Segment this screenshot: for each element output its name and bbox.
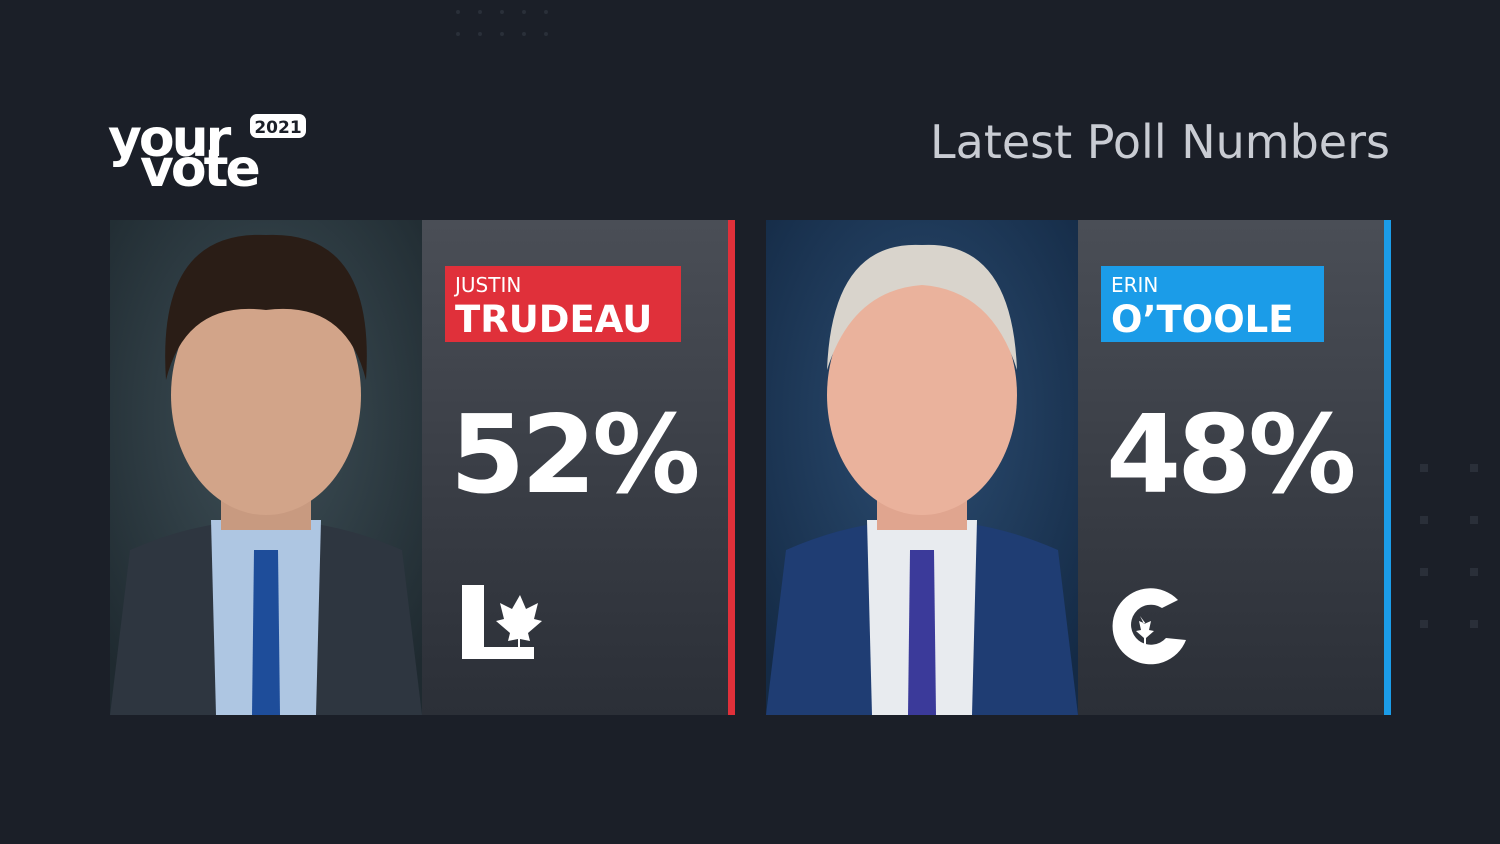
logo-badge: [250, 114, 306, 138]
logo-your: your: [108, 109, 232, 169]
logo: your vote 2021: [108, 109, 306, 199]
party-logo: [1112, 588, 1186, 665]
accent-bar: [728, 220, 735, 715]
last-name: TRUDEAU: [455, 298, 652, 341]
first-name: ERIN: [1111, 273, 1158, 297]
decor-dots: [456, 10, 1478, 628]
logo-vote: vote: [140, 139, 258, 199]
party-logo: [462, 585, 534, 659]
percent: 52%: [450, 393, 697, 518]
photo-tie: [252, 550, 280, 715]
photo-hair: [165, 234, 367, 380]
last-name: O’TOOLE: [1111, 298, 1294, 341]
title: Latest Poll Numbers: [930, 115, 1390, 169]
accent-bar: [1384, 220, 1391, 715]
photo-face: [171, 275, 361, 515]
logo-year: 2021: [254, 118, 301, 138]
party-logo-leaf: [1136, 616, 1154, 644]
photo-tie: [908, 550, 936, 715]
name-box: [1101, 266, 1324, 342]
percent: 48%: [1106, 393, 1353, 518]
name-box: [445, 266, 681, 342]
party-logo-leaf: [496, 595, 542, 649]
photo-hair: [827, 244, 1017, 370]
photo-face: [827, 275, 1017, 515]
first-name: JUSTIN: [453, 273, 521, 297]
